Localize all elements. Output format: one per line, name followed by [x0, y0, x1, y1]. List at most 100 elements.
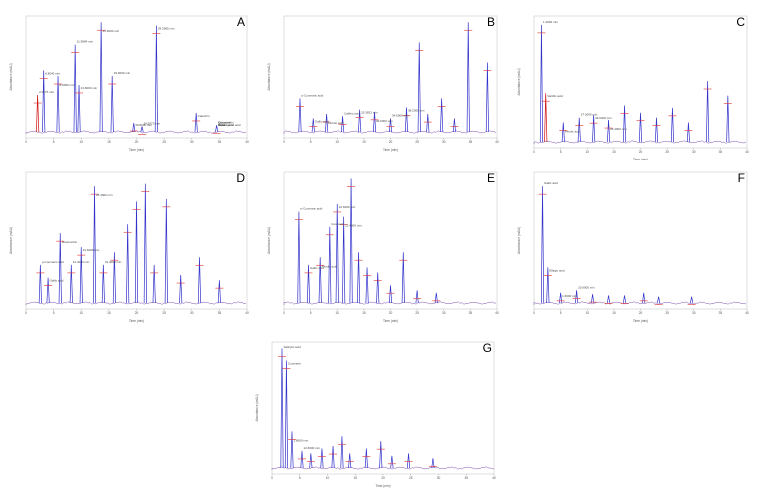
peak-annotation-a: 6.8040 min: [45, 71, 60, 75]
peak-c-4: [592, 115, 596, 143]
x-tick-label-c: 5: [560, 150, 562, 154]
peak-d-12: [164, 198, 168, 304]
x-tick-label-b: 0: [283, 140, 285, 144]
x-tick-label-e: 0: [283, 311, 285, 315]
chromatogram-panel-f: 0 5 10 15 20 25 30 35 40 Time (min) Absorbance (mA…: [512, 160, 755, 325]
peak-b-9: [426, 114, 430, 133]
peak-annotation-a: 34.5573 min: [144, 121, 161, 125]
peak-e-11: [401, 252, 405, 304]
peak-annotation-f: 1.6000 min: [562, 294, 577, 298]
peak-b-8: [417, 42, 421, 133]
peak-d-4: [79, 247, 83, 304]
peak-annotation-a: Catechin: [198, 114, 210, 118]
x-tick-label-b: 40: [495, 140, 499, 144]
peak-c-9: [670, 107, 674, 143]
chromatogram-panel-a: 0 5 10 15 20 25 30 35 40 Time (min) Absorbance (mA…: [4, 4, 255, 154]
peak-annotation-a: 11.9984 min: [77, 40, 94, 44]
panel-letter-d: D: [236, 171, 245, 185]
peak-b-13: [485, 62, 489, 133]
peak-e-0: [297, 211, 301, 304]
x-tick-label-b: 25: [415, 140, 419, 144]
peak-annotation-b: Gallic acid: [315, 120, 329, 124]
x-tick-label-a: 5: [53, 140, 55, 144]
x-tick-label-a: 20: [135, 140, 139, 144]
peak-annotation-e: p-Coumaric acid: [300, 207, 322, 211]
peak-annotation-d: 31.4000 min: [105, 260, 122, 264]
panel-letter-a: A: [237, 15, 245, 29]
peak-d-2: [58, 233, 62, 304]
peak-b-10: [440, 98, 444, 133]
baseline-trace-f: [533, 301, 747, 305]
x-tick-label-g: 5: [299, 476, 301, 480]
baseline-trace-g: [271, 466, 495, 470]
peak-a-0: [36, 95, 40, 133]
peak-annotation-c: 32.6000 min: [595, 116, 612, 120]
chromatogram-b-svg: 0 5 10 15 20 25 30 35 40 Time (min) Absorbance (mA…: [267, 15, 499, 152]
panel-letter-f: F: [738, 171, 745, 185]
peak-annotation-a: 15.6000 min: [103, 29, 120, 33]
peak-c-5: [607, 120, 611, 143]
peak-f-1: [546, 267, 550, 304]
peak-f-7: [642, 292, 646, 304]
x-tick-label-c: 30: [692, 150, 696, 154]
peak-c-1: [544, 93, 548, 143]
x-tick-label-f: 0: [533, 311, 535, 315]
peak-e-7: [357, 252, 361, 304]
x-tick-label-a: 25: [162, 140, 166, 144]
peak-d-3: [69, 264, 73, 304]
peak-g-9: [364, 448, 368, 469]
peak-c-2: [561, 122, 565, 143]
peak-annotation-e: Coumarin: [331, 222, 344, 226]
x-tick-label-e: 15: [362, 311, 366, 315]
peak-g-3: [300, 450, 304, 469]
peak-g-12: [406, 453, 411, 469]
x-tick-label-f: 20: [639, 311, 643, 315]
x-tick-label-e: 35: [469, 311, 473, 315]
peak-a-5: [99, 22, 103, 133]
x-tick-label-b: 10: [335, 140, 339, 144]
peak-annotation-b: 29.6000 min: [376, 119, 393, 123]
x-tick-label-g: 15: [353, 476, 357, 480]
peak-annotation-d: p-Coumaric acid: [42, 260, 64, 264]
peak-d-6: [101, 264, 105, 304]
x-tick-label-c: 15: [612, 150, 616, 154]
peak-b-7: [404, 107, 409, 133]
peak-annotation-e: 22.4000 min: [345, 224, 362, 228]
peak-b-11: [452, 118, 456, 133]
peak-annotation-d: Isoeriocitrin: [62, 240, 78, 244]
x-tick-label-a: 40: [245, 140, 249, 144]
peak-a-10: [194, 112, 198, 133]
peak-annotation-a: Quercetin: [218, 120, 231, 124]
peak-c-0: [539, 24, 544, 143]
x-tick-label-e: 10: [335, 311, 339, 315]
y-axis-label-c: Absorbance (mAU): [517, 68, 521, 95]
peak-e-5: [342, 216, 346, 304]
y-axis-label-d: Absorbance (mAU): [9, 227, 13, 254]
peak-e-9: [376, 272, 380, 304]
x-tick-label-f: 40: [745, 311, 749, 315]
x-tick-label-d: 5: [53, 311, 55, 315]
peak-a-3: [73, 44, 77, 133]
peak-annotation-d: Gallic acid: [50, 279, 64, 283]
peak-e-3: [328, 226, 332, 304]
peak-g-0: [280, 348, 284, 469]
peak-d-10: [143, 183, 147, 304]
peak-c-3: [577, 117, 581, 143]
plot-frame-g: [271, 341, 495, 475]
plot-frame-c: [533, 15, 748, 149]
peak-g-2: [290, 431, 294, 469]
x-tick-label-b: 35: [469, 140, 473, 144]
x-tick-label-d: 0: [25, 311, 27, 315]
x-tick-label-f: 30: [692, 311, 696, 315]
peak-a-8: [132, 122, 136, 133]
peak-d-7: [112, 252, 116, 304]
chromatogram-f-svg: 0 5 10 15 20 25 30 35 40 Time (min) Absorbance (mA…: [517, 171, 749, 323]
x-tick-label-e: 30: [442, 311, 446, 315]
peak-annotation-a: 23.6000 min: [114, 71, 131, 75]
peak-e-12: [415, 290, 419, 304]
x-axis-label-b: Time (min): [383, 148, 398, 152]
peak-b-4: [358, 109, 362, 133]
peak-e-4: [335, 203, 339, 304]
peak-d-9: [134, 201, 139, 304]
